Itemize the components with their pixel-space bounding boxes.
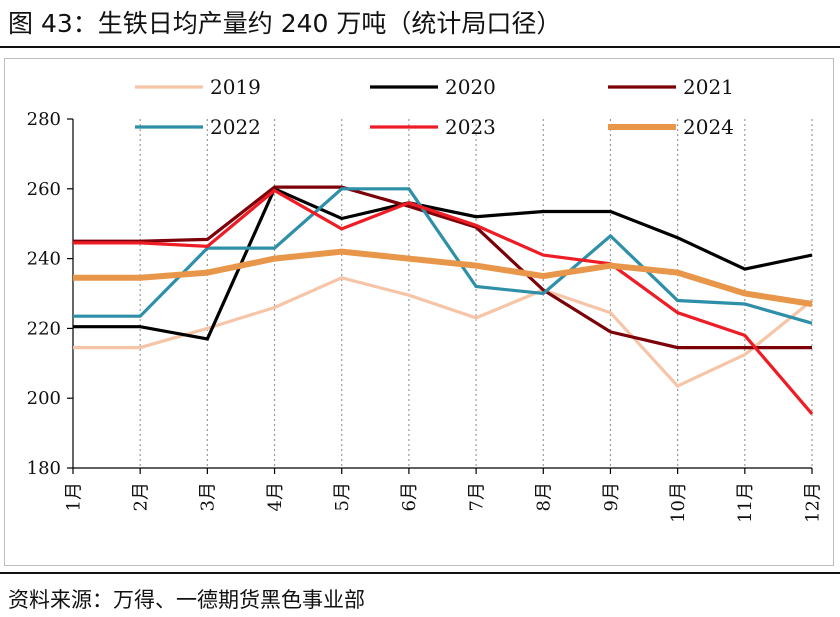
legend-label-2023: 2023 (445, 115, 496, 139)
x-tick-label: 12月 (802, 482, 823, 523)
y-tick-label: 260 (27, 179, 61, 200)
x-tick-label: 9月 (601, 482, 622, 511)
y-tick-label: 220 (27, 318, 61, 339)
legend-label-2019: 2019 (210, 75, 261, 99)
legend-label-2021: 2021 (683, 75, 734, 99)
series-line-2021 (73, 185, 812, 350)
legend-label-2024: 2024 (683, 115, 734, 139)
chart-frame: 180 200 220 240 260 280 1月 2月 3月 4月 5月 6月 7月 8月 9月 10月 1… (4, 58, 834, 566)
source-note: 资料来源：万得、一德期货黑色事业部 (8, 588, 365, 612)
series-layer (73, 185, 814, 415)
series-line-2022 (73, 187, 813, 325)
x-tick-label: 11月 (735, 482, 756, 523)
y-tick-label: 240 (27, 249, 61, 270)
source-rule (0, 572, 840, 574)
x-tick-label: 7月 (466, 482, 487, 511)
legend-label-2020: 2020 (445, 75, 496, 99)
figure-title: 图 43：生铁日均产量约 240 万吨（统计局口径） (8, 9, 562, 38)
y-tick-label: 200 (27, 388, 61, 409)
y-tick-label: 180 (27, 458, 61, 479)
x-tick-label: 1月 (63, 482, 84, 511)
line-chart: 180 200 220 240 260 280 1月 2月 3月 4月 5月 6月 7月 8月 9月 10月 1… (27, 75, 824, 523)
x-tick-label: 3月 (198, 482, 219, 511)
legend: 2019 2020 2021 2022 2023 2024 (135, 75, 734, 139)
series-line-2024 (73, 248, 813, 307)
y-tick-label: 280 (27, 109, 61, 130)
x-tick-label: 5月 (332, 482, 353, 511)
x-tick-label: 6月 (399, 482, 420, 511)
grid-layer (139, 119, 813, 468)
series-line-2019 (73, 276, 814, 388)
x-tick-label: 4月 (265, 482, 286, 511)
series-line-2023 (73, 188, 814, 415)
legend-label-2022: 2022 (210, 115, 261, 139)
series-line-2020 (73, 186, 813, 341)
x-tick-label: 8月 (534, 482, 555, 511)
title-rule (0, 46, 840, 48)
axis-layer: 180 200 220 240 260 280 1月 2月 3月 4月 5月 6月 7月 8月 9月 10月 1… (27, 109, 824, 523)
x-tick-label: 2月 (130, 482, 151, 511)
x-tick-label: 10月 (668, 482, 689, 523)
